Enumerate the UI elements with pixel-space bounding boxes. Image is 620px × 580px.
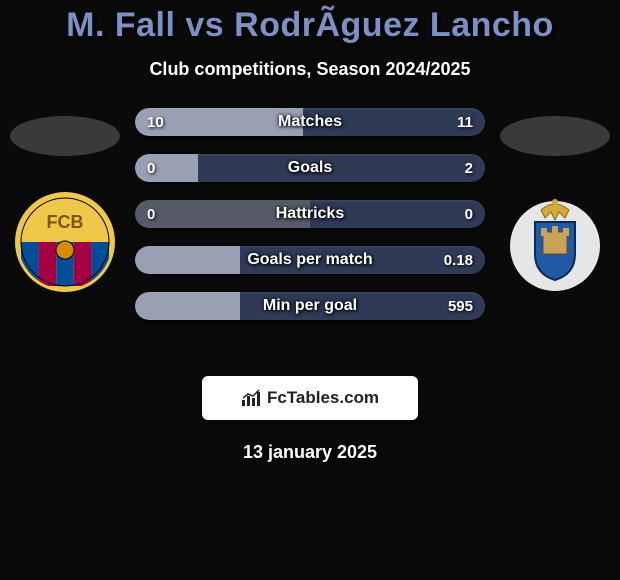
right-player-oval <box>500 116 610 156</box>
stat-row: Min per goal 595 <box>135 292 485 320</box>
stat-row: Goals per match 0.18 <box>135 246 485 274</box>
chart-icon <box>241 389 263 407</box>
branding-badge: FcTables.com <box>202 376 418 420</box>
stat-bars: 10 Matches 11 0 Goals 2 0 Hattricks 0 Go… <box>135 108 485 338</box>
page-title: M. Fall vs RodrÃ­guez Lancho <box>0 0 620 45</box>
stat-label: Goals <box>135 154 485 182</box>
subtitle: Club competitions, Season 2024/2025 <box>0 59 620 80</box>
stat-row: 0 Hattricks 0 <box>135 200 485 228</box>
svg-text:FCB: FCB <box>47 212 84 232</box>
right-player-panel <box>490 108 620 368</box>
left-player-panel: FCB <box>0 108 130 368</box>
stat-value-right: 0.18 <box>444 246 473 274</box>
left-club-crest: FCB <box>15 192 115 292</box>
date-text: 13 january 2025 <box>0 442 620 463</box>
stat-label: Matches <box>135 108 485 136</box>
stat-value-right: 595 <box>448 292 473 320</box>
stat-label: Goals per match <box>135 246 485 274</box>
right-club-crest <box>505 192 605 292</box>
stat-row: 10 Matches 11 <box>135 108 485 136</box>
stat-value-right: 2 <box>465 154 473 182</box>
branding-text: FcTables.com <box>267 388 379 408</box>
stat-label: Hattricks <box>135 200 485 228</box>
stat-value-right: 0 <box>465 200 473 228</box>
stat-label: Min per goal <box>135 292 485 320</box>
stat-value-right: 11 <box>457 108 473 136</box>
left-player-oval <box>10 116 120 156</box>
comparison-content: FCB 10 Matches 11 0 Goals 2 0 <box>0 108 620 368</box>
stat-row: 0 Goals 2 <box>135 154 485 182</box>
